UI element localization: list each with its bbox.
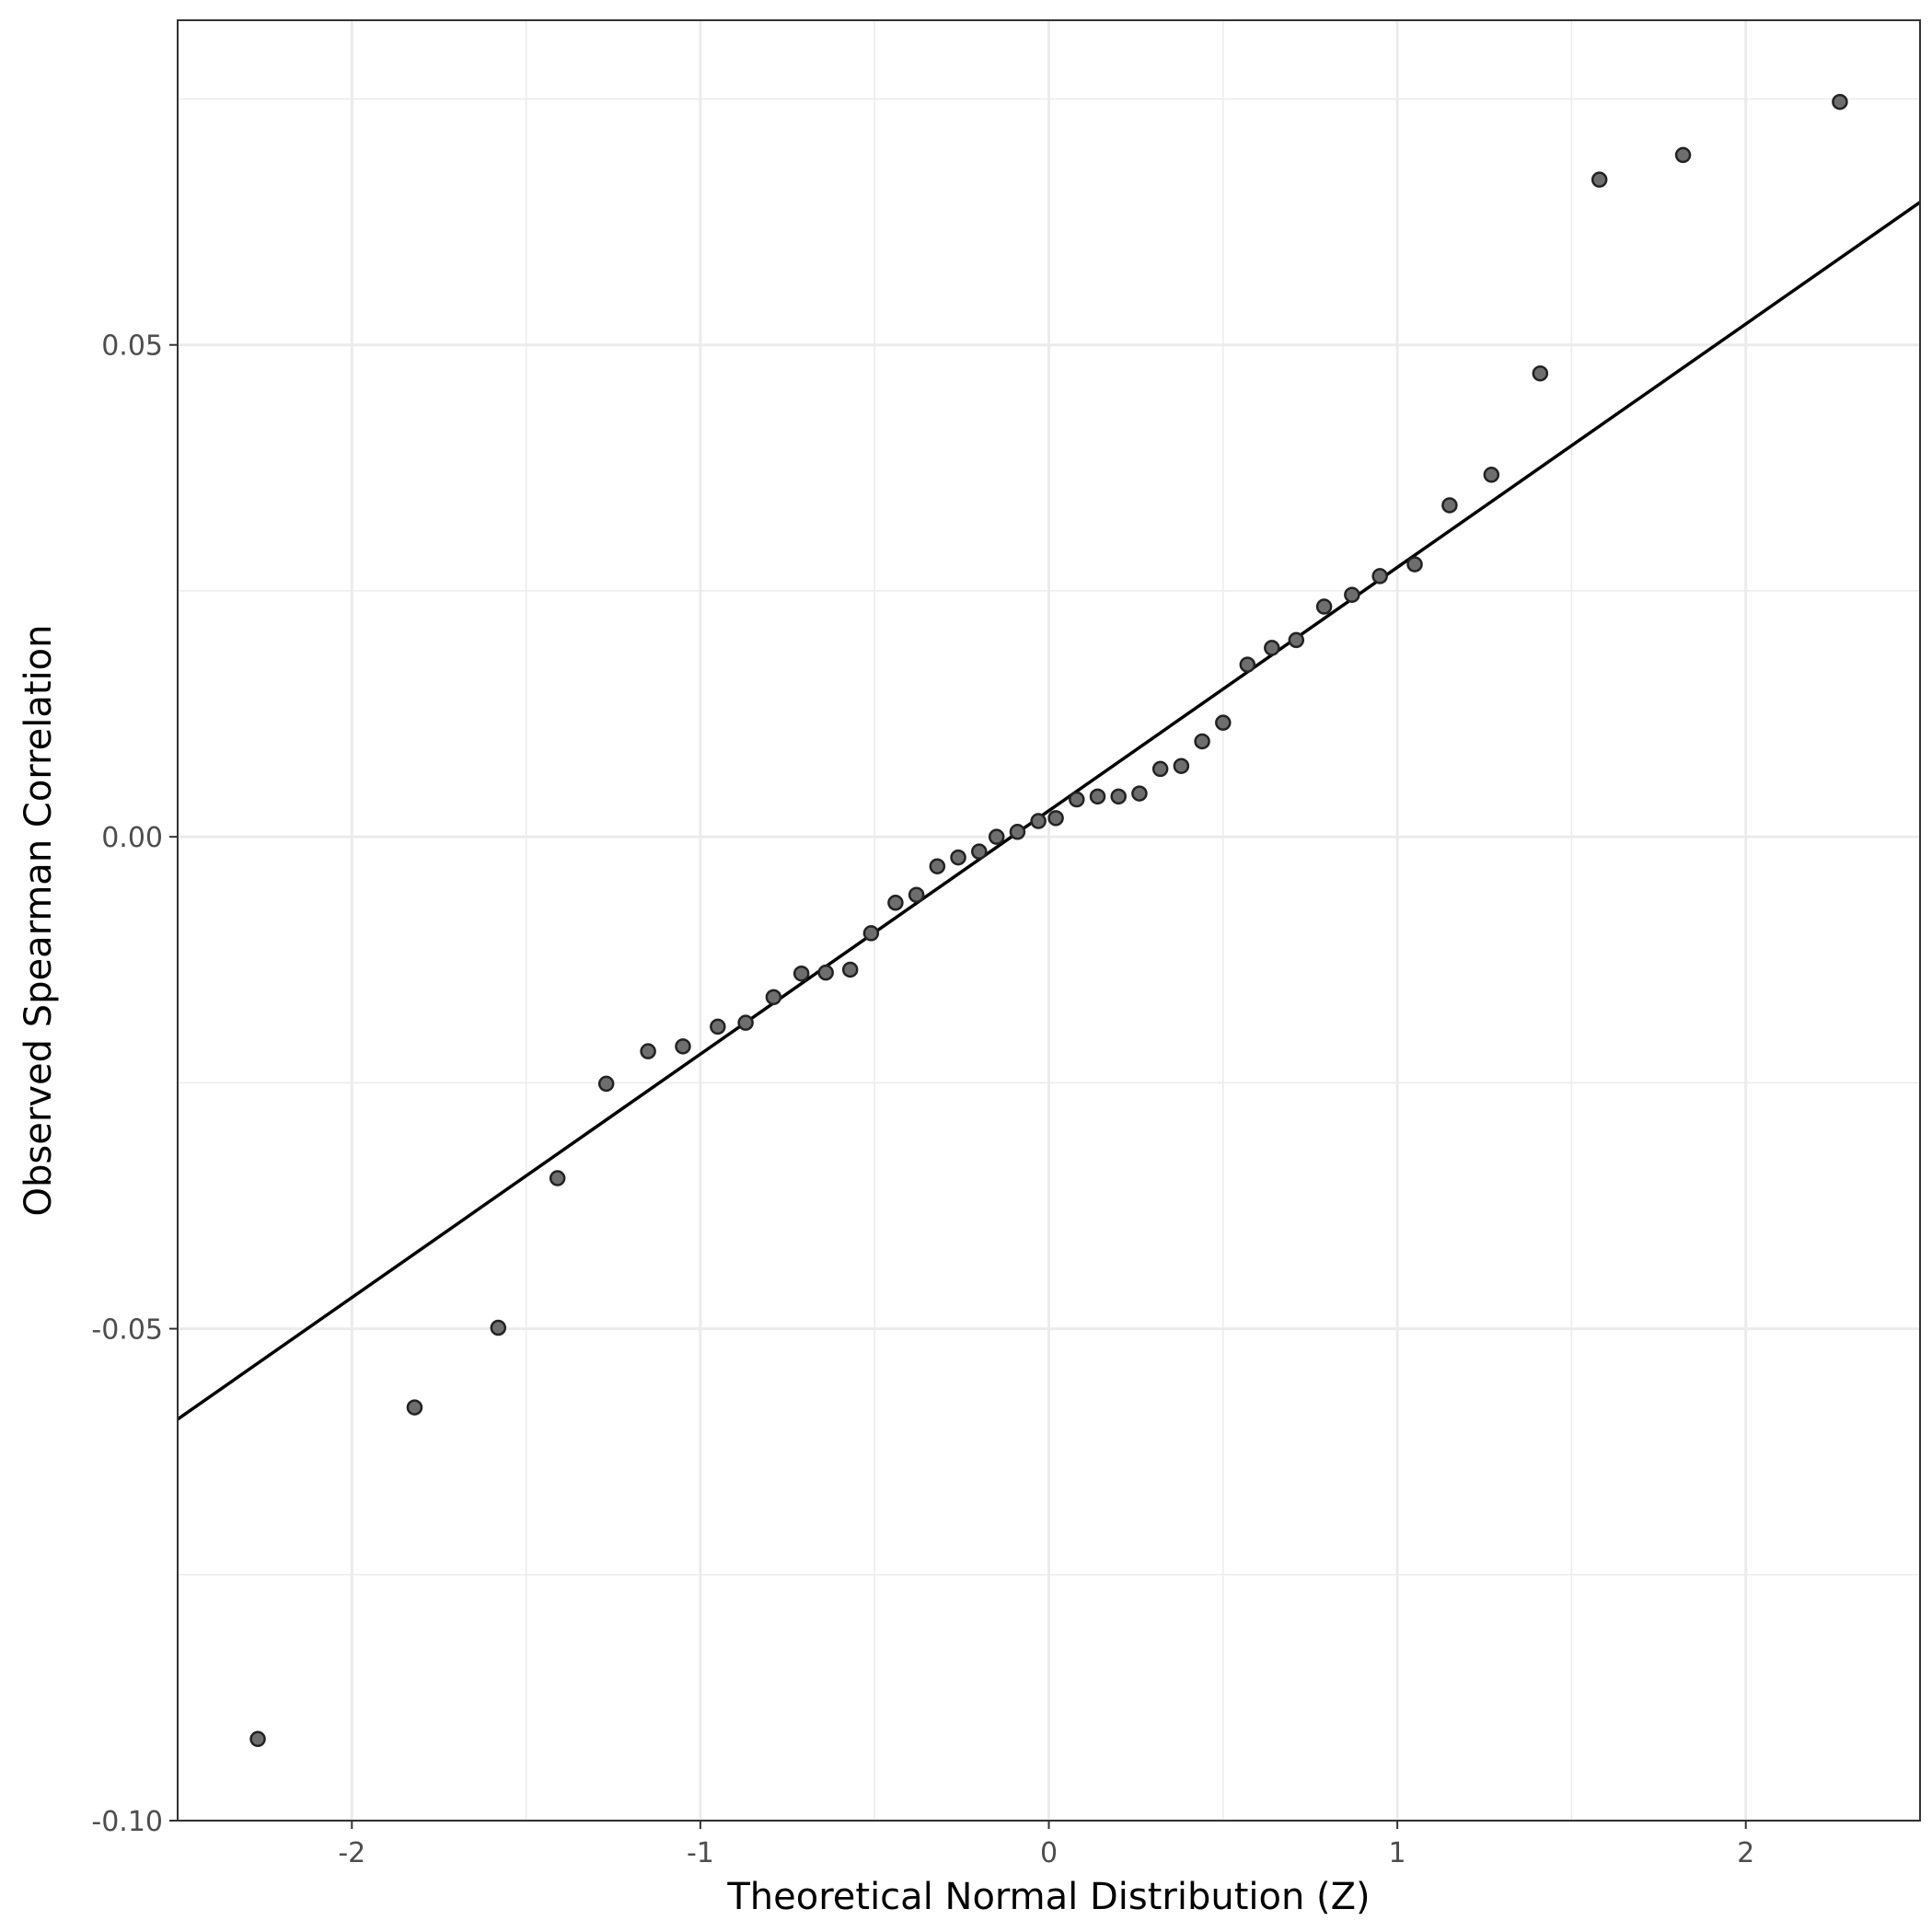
data-point [1483, 467, 1500, 483]
data-point [1532, 364, 1549, 382]
y-tick-label: 0.00 [101, 822, 163, 854]
data-point [597, 1075, 615, 1093]
data-point [817, 964, 834, 981]
data-point [929, 858, 946, 874]
data-point [675, 1038, 691, 1055]
x-axis: -2 -1 0 1 2 [338, 1821, 1754, 1869]
data-point [1239, 656, 1256, 673]
data-point [1832, 93, 1848, 110]
data-point [249, 1730, 266, 1748]
data-point [1344, 586, 1360, 603]
x-axis-title: Theoretical Normal Distribution (Z) [726, 1876, 1370, 1918]
data-point [792, 965, 810, 982]
data-point [971, 843, 988, 860]
data-point [1110, 788, 1127, 805]
data-point [1173, 758, 1190, 774]
y-axis: -0.10 -0.05 0.00 0.05 [91, 330, 178, 1838]
data-point [1674, 146, 1692, 164]
data-point [1406, 556, 1423, 573]
data-point [1047, 810, 1064, 827]
x-tick-label: -2 [338, 1837, 365, 1869]
data-point [1089, 788, 1106, 805]
x-tick-label: 2 [1737, 1837, 1754, 1869]
x-tick-label: 1 [1389, 1837, 1406, 1869]
data-points [249, 93, 1848, 1748]
data-point [710, 1018, 726, 1035]
data-point [1131, 785, 1148, 802]
data-point [1288, 631, 1305, 649]
data-point [1030, 813, 1047, 829]
data-point [765, 989, 782, 1006]
data-point [1151, 760, 1169, 778]
data-point [737, 1014, 754, 1031]
data-point [640, 1043, 656, 1059]
data-point [490, 1319, 507, 1336]
data-point [1215, 714, 1232, 731]
data-point [887, 895, 904, 911]
data-point [1591, 171, 1608, 188]
y-tick-label: -0.10 [91, 1806, 163, 1838]
y-axis-title: Observed Spearman Correlation [17, 625, 60, 1217]
data-point [862, 925, 880, 942]
data-point [406, 1399, 423, 1416]
data-point [1441, 497, 1458, 514]
reference-line [176, 201, 1922, 1421]
data-point [1009, 824, 1026, 840]
data-point [908, 886, 925, 903]
data-point [1194, 733, 1210, 750]
data-point [1264, 640, 1280, 656]
x-tick-label: 0 [1040, 1837, 1058, 1869]
y-tick-label: -0.05 [91, 1314, 163, 1347]
x-tick-label: -1 [687, 1837, 714, 1869]
data-point [988, 828, 1005, 845]
data-point [1069, 791, 1085, 808]
data-point [950, 849, 966, 866]
data-point [1315, 598, 1333, 615]
data-point [549, 1170, 566, 1186]
data-point [1371, 568, 1388, 584]
data-point [841, 961, 859, 978]
y-tick-label: 0.05 [101, 330, 163, 363]
